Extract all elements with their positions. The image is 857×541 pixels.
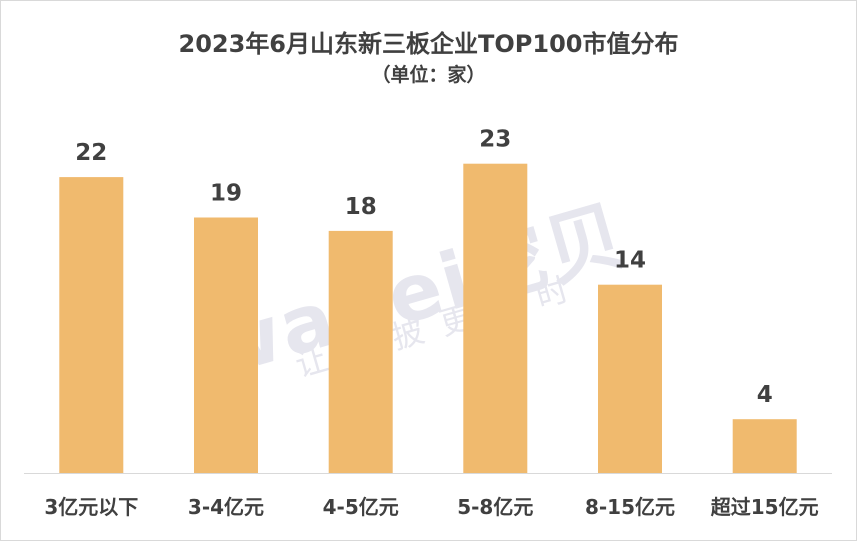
x-tick-label: 超过15亿元 bbox=[710, 495, 819, 519]
chart-subtitle: （单位：家） bbox=[371, 64, 486, 86]
data-label: 4 bbox=[757, 382, 773, 408]
x-tick-label: 5-8亿元 bbox=[457, 495, 533, 519]
x-tick-label: 3亿元以下 bbox=[44, 495, 138, 519]
bar bbox=[598, 284, 662, 473]
data-label: 22 bbox=[75, 140, 107, 166]
data-label: 23 bbox=[479, 127, 511, 153]
bar bbox=[463, 163, 528, 473]
bar bbox=[732, 419, 797, 473]
chart-title: 2023年6月山东新三板企业TOP100市值分布 bbox=[178, 30, 679, 58]
data-label: 14 bbox=[614, 248, 646, 274]
bar bbox=[59, 177, 124, 473]
data-label: 18 bbox=[345, 194, 377, 220]
x-tick-label: 8-15亿元 bbox=[585, 495, 675, 519]
data-label: 19 bbox=[210, 181, 242, 207]
bar bbox=[328, 230, 393, 473]
x-tick-label: 3-4亿元 bbox=[188, 495, 264, 519]
bar bbox=[194, 217, 258, 473]
x-tick-label: 4-5亿元 bbox=[323, 495, 399, 519]
